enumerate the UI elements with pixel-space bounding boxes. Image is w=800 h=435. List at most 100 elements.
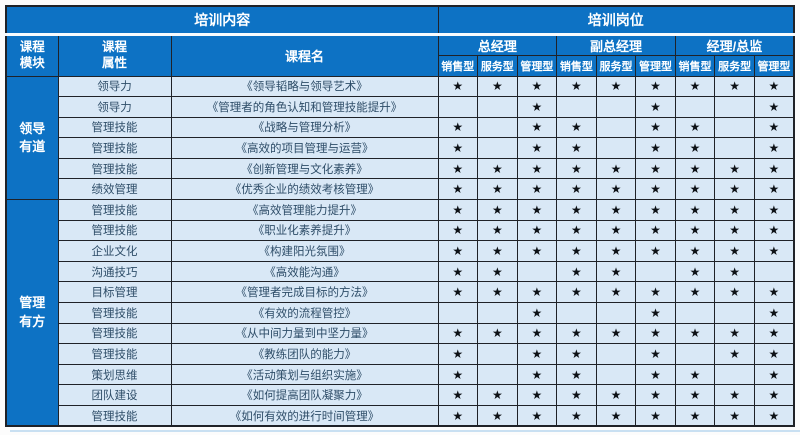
header-general-manager: 总经理 <box>437 33 558 56</box>
star-cell: ★ <box>635 322 676 345</box>
course-row: 管理技能 《战略与管理分析》 ★ ★ ★ ★ ★ ★ <box>6 116 795 139</box>
star-cell: ★ <box>753 302 795 324</box>
star-cell: ★ <box>595 219 637 242</box>
star-cell: ★ <box>556 157 597 180</box>
empty-cell <box>674 343 716 365</box>
course-row: 管理技能 《创新管理与文化素养》 ★ ★ ★ ★ ★ ★ ★ ★ ★ <box>6 157 795 180</box>
header-course-module: 课程模块 <box>5 33 59 77</box>
star-cell: ★ <box>477 219 518 242</box>
star-cell: ★ <box>477 157 518 180</box>
course-name-cell: 《构建阳光氛围》 <box>170 240 439 262</box>
subheader-management-type: 管理型 <box>753 54 795 77</box>
subheader-sales-type: 销售型 <box>556 54 597 77</box>
star-cell: ★ <box>437 260 479 283</box>
star-cell: ★ <box>674 405 716 427</box>
star-cell: ★ <box>477 178 518 201</box>
empty-cell <box>595 302 637 324</box>
attribute-cell: 团队建设 <box>57 384 172 406</box>
star-cell: ★ <box>753 384 795 406</box>
course-row: 管理技能 《高效的项目管理与运营》 ★ ★ ★ ★ ★ ★ <box>6 137 795 159</box>
star-cell: ★ <box>437 75 479 98</box>
star-cell: ★ <box>635 137 676 159</box>
star-cell: ★ <box>714 219 755 242</box>
course-row: 领导有道 领导力 《领导韬略与领导艺术》 ★ ★ ★ ★ ★ ★ ★ ★ ★ <box>5 75 795 201</box>
module-cell: 领导有道 <box>5 75 59 201</box>
star-cell: ★ <box>556 116 597 139</box>
star-cell: ★ <box>674 116 716 139</box>
star-cell: ★ <box>635 116 676 139</box>
course-name-cell: 《如何有效的进行时间管理》 <box>170 405 439 427</box>
empty-cell <box>556 96 597 118</box>
star-cell: ★ <box>753 178 795 201</box>
empty-cell <box>753 260 795 283</box>
star-cell: ★ <box>635 343 676 365</box>
star-cell: ★ <box>556 343 597 365</box>
course-name-cell: 《职业化素养提升》 <box>170 219 439 242</box>
star-cell: ★ <box>635 281 676 304</box>
empty-cell <box>595 343 637 365</box>
subheader-sales-type: 销售型 <box>674 54 716 77</box>
star-cell: ★ <box>753 96 795 118</box>
course-name-cell: 《如何提高团队凝聚力》 <box>170 384 439 406</box>
star-cell: ★ <box>516 178 558 201</box>
star-cell: ★ <box>516 384 558 406</box>
empty-cell <box>714 96 755 118</box>
star-cell: ★ <box>477 281 518 304</box>
star-cell: ★ <box>635 157 676 180</box>
header-course-attribute: 课程属性 <box>57 33 172 77</box>
attribute-cell: 领导力 <box>57 75 172 98</box>
star-cell: ★ <box>753 157 795 180</box>
attribute-cell: 管理技能 <box>57 405 172 427</box>
star-cell: ★ <box>595 322 637 345</box>
empty-cell <box>714 116 755 139</box>
course-row: 管理有方 管理技能 《高效管理能力提升》 ★ ★ ★ ★ ★ ★ ★ ★ ★ <box>5 199 795 427</box>
star-cell: ★ <box>635 405 676 427</box>
star-cell: ★ <box>753 116 795 139</box>
star-cell: ★ <box>556 384 597 406</box>
star-cell: ★ <box>516 343 558 365</box>
header-course-name: 课程名 <box>170 33 439 77</box>
star-cell: ★ <box>437 199 479 221</box>
star-cell: ★ <box>595 384 637 406</box>
star-cell: ★ <box>753 199 795 221</box>
course-name-cell: 《高效的项目管理与运营》 <box>170 137 439 159</box>
attribute-cell: 管理技能 <box>57 137 172 159</box>
star-cell: ★ <box>635 199 676 221</box>
star-cell: ★ <box>674 322 716 345</box>
star-cell: ★ <box>674 219 716 242</box>
star-cell: ★ <box>516 405 558 427</box>
star-cell: ★ <box>714 405 755 427</box>
star-cell: ★ <box>714 157 755 180</box>
empty-cell <box>477 137 518 159</box>
attribute-cell: 管理技能 <box>57 343 172 365</box>
course-row: 沟通技巧 《高效能沟通》 ★ ★ ★ ★ ★ ★ <box>6 260 795 283</box>
star-cell: ★ <box>477 384 518 406</box>
star-cell: ★ <box>714 178 755 201</box>
attribute-cell: 管理技能 <box>57 157 172 180</box>
attribute-cell: 管理技能 <box>57 219 172 242</box>
empty-cell <box>674 302 716 324</box>
star-cell: ★ <box>753 363 795 386</box>
header-training-content: 培训内容 <box>5 5 439 36</box>
attribute-cell: 策划思维 <box>57 363 172 386</box>
subheader-service-type: 服务型 <box>477 54 518 77</box>
star-cell: ★ <box>635 219 676 242</box>
star-cell: ★ <box>437 240 479 262</box>
star-cell: ★ <box>437 405 479 427</box>
course-name-cell: 《活动策划与组织实施》 <box>170 363 439 386</box>
star-cell: ★ <box>437 178 479 201</box>
star-cell: ★ <box>753 322 795 345</box>
star-cell: ★ <box>516 302 558 324</box>
empty-cell <box>714 363 755 386</box>
star-cell: ★ <box>477 240 518 262</box>
star-cell: ★ <box>635 96 676 118</box>
empty-cell <box>635 260 676 283</box>
module-cell: 管理有方 <box>5 199 59 427</box>
star-cell: ★ <box>674 178 716 201</box>
star-cell: ★ <box>674 240 716 262</box>
course-row: 领导力 《管理者的角色认知和管理技能提升》 ★ ★ ★ <box>6 96 795 118</box>
star-cell: ★ <box>477 199 518 221</box>
star-cell: ★ <box>516 75 558 98</box>
empty-cell <box>437 302 479 324</box>
